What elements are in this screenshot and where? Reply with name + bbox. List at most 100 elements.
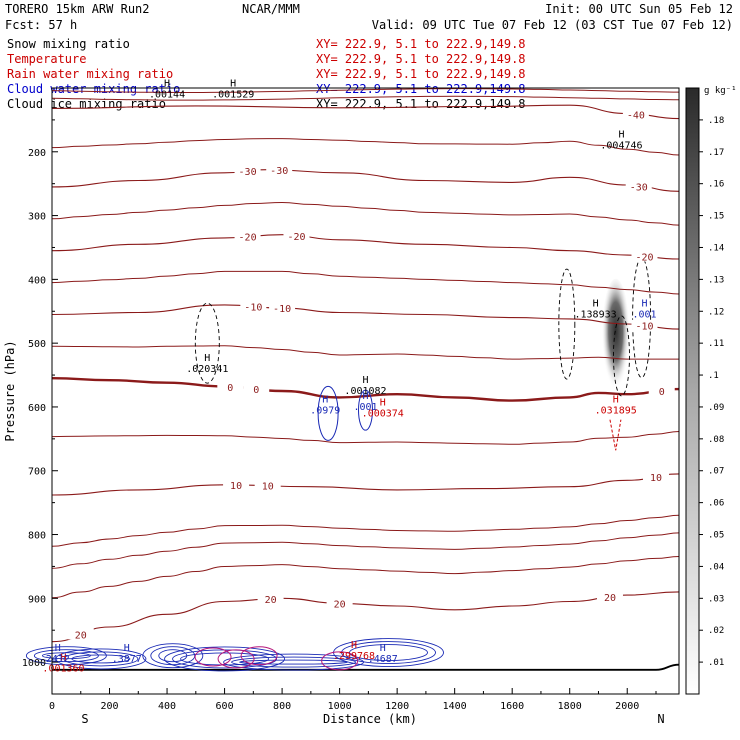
isotherm--10 bbox=[51, 304, 680, 330]
plot-area: H.004746H.138933H.001H.020341H.001082H.0… bbox=[25, 79, 680, 675]
extremum-value: .001360 bbox=[42, 664, 84, 675]
isotherm-10 bbox=[51, 473, 680, 496]
colorbar-tick-label: .08 bbox=[708, 435, 724, 445]
temperature-label-bg bbox=[648, 384, 675, 396]
colorbar-tick-label: .11 bbox=[708, 339, 724, 349]
mixing-ratio-shading bbox=[601, 278, 630, 395]
cloud-water-contour bbox=[180, 652, 270, 666]
contour-lines bbox=[25, 88, 680, 672]
temperature-label-bg bbox=[596, 591, 623, 603]
temperature-label: 20 bbox=[334, 599, 346, 610]
temperature-label-bg bbox=[283, 229, 310, 241]
field-list: Snow mixing ratio XY= 222.9, 5.1 to 222.9… bbox=[7, 37, 526, 111]
y-tick-label: 500 bbox=[28, 339, 46, 350]
temperature-label: -40 bbox=[627, 110, 645, 121]
y-tick-label: 200 bbox=[28, 148, 46, 159]
x-tick-label: 200 bbox=[100, 701, 118, 712]
extremum-value: .4687 bbox=[368, 654, 398, 665]
isotherm-interp bbox=[51, 95, 680, 101]
extremum-value: .031895 bbox=[595, 405, 637, 416]
x-tick-label: 1000 bbox=[328, 701, 352, 712]
extrema-labels: H.004746H.138933H.001H.020341H.001082H.0… bbox=[42, 79, 656, 675]
colorbar-tick-label: .04 bbox=[708, 562, 724, 572]
y-tick-label: 600 bbox=[28, 403, 46, 414]
field-name: Snow mixing ratio bbox=[7, 37, 130, 51]
isotherm-interp bbox=[51, 270, 680, 295]
rain-water-contour bbox=[217, 649, 255, 669]
temperature-label-bg bbox=[642, 470, 669, 482]
temperature-label: 10 bbox=[230, 481, 242, 492]
colorbar-tick-label: .18 bbox=[708, 116, 724, 126]
colorbar-gradient bbox=[685, 87, 700, 695]
colorbar-tick-label: .15 bbox=[708, 212, 724, 222]
colorbar-tick-label: .03 bbox=[708, 594, 724, 604]
extremum-value: .138933 bbox=[575, 310, 617, 321]
cloud-ice-contour bbox=[613, 315, 630, 397]
cloud-water-contour bbox=[239, 659, 349, 665]
extremum-kind: H bbox=[641, 299, 647, 310]
temperature-label-bg bbox=[240, 300, 267, 312]
y-axis: 200 300 400 500 600 700 800 900 1000 bbox=[22, 119, 58, 695]
extremum-value: .299768 bbox=[333, 651, 375, 662]
temperature-label: -10 bbox=[635, 322, 653, 333]
isotherm-interp bbox=[51, 514, 680, 547]
extremum-kind: H bbox=[322, 394, 328, 405]
colorbar-tick-label: .02 bbox=[708, 626, 724, 636]
temperature-label-bg bbox=[625, 180, 652, 192]
extremum-value: .001082 bbox=[344, 386, 386, 397]
extremum-value: .001529 bbox=[212, 90, 254, 101]
isotherm-interp bbox=[51, 345, 679, 360]
y-tick-label: 900 bbox=[28, 594, 46, 605]
colorbar-tick-label: .16 bbox=[708, 180, 724, 190]
colorbar-tick-label: .05 bbox=[708, 531, 724, 541]
cloud-water-contour bbox=[349, 644, 428, 661]
snow-mixing-ratio-max bbox=[601, 278, 630, 395]
temperature-label-bg bbox=[622, 108, 649, 120]
header-fcst: Fcst: 57 h bbox=[5, 18, 77, 32]
colorbar-tick-label: .01 bbox=[708, 658, 724, 668]
temperature-label-bg bbox=[67, 628, 94, 640]
extremum-value: .020341 bbox=[186, 364, 228, 375]
colorbar-tick-label: .13 bbox=[708, 275, 724, 285]
x-tick-label: 0 bbox=[49, 701, 55, 712]
field-name: Temperature bbox=[7, 52, 86, 66]
x-tick-label: 1800 bbox=[558, 701, 582, 712]
temperature-label: 20 bbox=[604, 593, 616, 604]
colorbar-tick-label: .17 bbox=[708, 148, 724, 158]
colorbar-tick-label: .1 bbox=[708, 371, 719, 381]
temperature-labels: -40 -30 -30 -30 -20 -20 -20 -10 -10 -10 0 0 0 10 10 10 2… bbox=[67, 108, 675, 641]
extremum-value: .00144 bbox=[149, 90, 185, 101]
x-tick-label: 800 bbox=[273, 701, 291, 712]
cloud-water-contour bbox=[341, 641, 436, 664]
colorbar-tick-label: .09 bbox=[708, 403, 724, 413]
header-org: NCAR/MMM bbox=[242, 2, 300, 16]
plot-frame bbox=[51, 87, 680, 695]
isotherm--30 bbox=[51, 169, 680, 192]
cloud-ice-contour bbox=[194, 302, 220, 384]
temperature-label: -20 bbox=[287, 232, 305, 243]
extremum-value: .001 bbox=[353, 402, 377, 413]
cloud-water-contour bbox=[223, 653, 365, 671]
cloud-water-contour bbox=[41, 652, 91, 660]
rain-water-contour bbox=[240, 646, 278, 666]
cloud-water-contour bbox=[142, 643, 204, 669]
temperature-label: 10 bbox=[650, 473, 662, 484]
extremum-kind: H bbox=[164, 79, 170, 90]
temperature-label: 0 bbox=[227, 383, 233, 394]
isotherm-0 bbox=[51, 377, 680, 402]
temperature-label: -20 bbox=[239, 233, 257, 244]
rain-water-contour bbox=[321, 651, 359, 671]
temperature-label: -10 bbox=[244, 302, 262, 313]
y-tick-label: 1000 bbox=[22, 658, 46, 669]
cloud-water-contour bbox=[25, 646, 107, 666]
extremum-kind: H bbox=[380, 643, 386, 654]
temperature-label: 0 bbox=[253, 385, 259, 396]
temperature-label-bg bbox=[631, 250, 658, 262]
temperature-label: -30 bbox=[239, 167, 257, 178]
rain-water-contour bbox=[194, 647, 232, 667]
temperature-label-bg bbox=[217, 380, 244, 392]
temperature-label: -20 bbox=[635, 252, 653, 263]
temperature-label: 20 bbox=[75, 630, 87, 641]
temperature-label: 20 bbox=[265, 595, 277, 606]
